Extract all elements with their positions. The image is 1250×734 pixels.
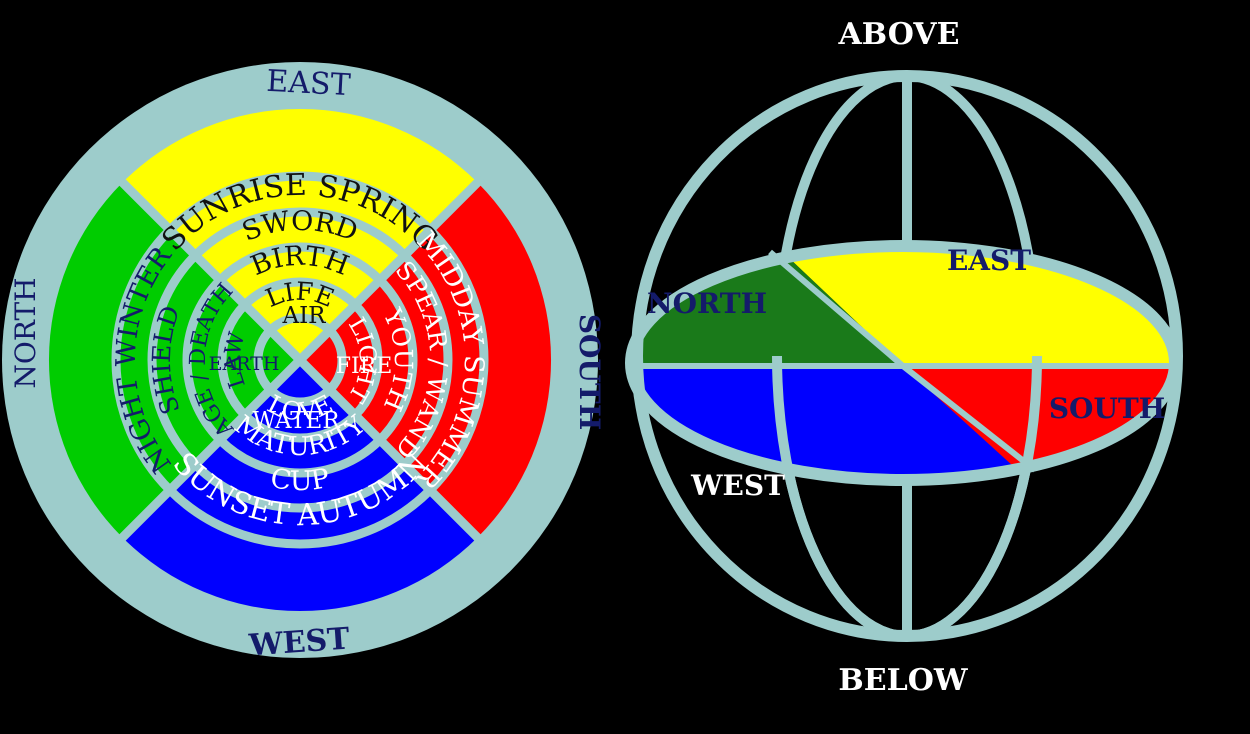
sphere-north-label: NORTH: [647, 287, 767, 320]
wheel-diagonal-dividers: [114, 174, 486, 546]
north-aspect-label: LAW: [221, 329, 251, 391]
wheel-west-label: WEST: [247, 622, 351, 664]
west-tool-label: CUP: [268, 463, 331, 497]
ring-divider-1: [253, 313, 347, 407]
ring-divider-3: [182, 242, 418, 478]
south-quadrant: [300, 182, 552, 538]
north-quadrant: [48, 182, 301, 538]
disc-axis-diagonal-1: [768, 249, 905, 369]
ring-divider-2: [217, 277, 383, 443]
wheel-south-label: SOUTH: [573, 314, 606, 430]
sphere-front-arcs: [772, 355, 1042, 641]
sphere-above-label: ABOVE: [838, 17, 960, 52]
west-element-label: WATER: [252, 408, 340, 434]
wheel-north-label: NORTH: [9, 277, 42, 388]
wheel-quadrants: [48, 108, 552, 612]
west-quadrant: [122, 360, 478, 612]
sphere-south-label: SOUTH: [1049, 392, 1165, 425]
diagonal-divider-2: [114, 174, 486, 546]
medicine-wheel: EAST WEST SOUTH NORTH SUNRISE SPRING SWO…: [2, 62, 606, 664]
disc-axis-diagonal-2: [901, 363, 1037, 473]
south-element-label: FIRE: [336, 354, 393, 379]
wheel-ring-dividers: [111, 171, 489, 549]
wheel-east-label: EAST: [266, 64, 352, 103]
direction-sphere: ABOVE BELOW NORTH EAST SOUTH WEST: [625, 17, 1183, 698]
north-element-label: EARTH: [209, 353, 280, 375]
east-quadrant: [122, 108, 478, 360]
sphere-below-label: BELOW: [838, 663, 968, 698]
sphere-west-label: WEST: [690, 469, 785, 502]
ring-divider-4: [147, 207, 453, 513]
front-arc-left: [772, 355, 908, 641]
ring-divider-5: [111, 171, 489, 549]
east-element-label: AIR: [281, 303, 326, 329]
sphere-east-label: EAST: [947, 244, 1031, 277]
front-arc-right: [906, 355, 1042, 641]
